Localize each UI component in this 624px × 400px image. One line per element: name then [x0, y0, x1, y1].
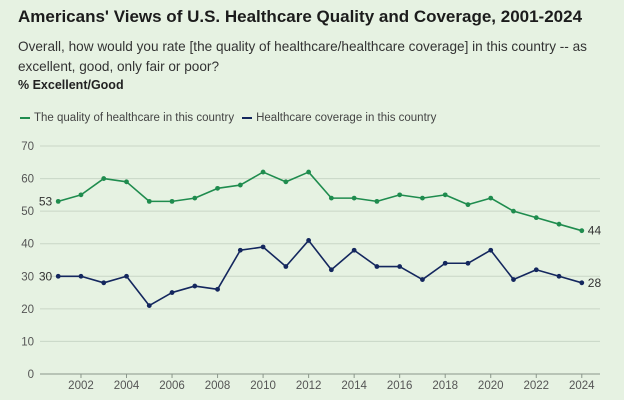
data-point [55, 273, 61, 279]
data-point [374, 198, 380, 204]
x-tick-label: 2016 [387, 380, 413, 392]
y-tick-label: 40 [21, 239, 34, 251]
series-start-label: 53 [39, 194, 53, 208]
series-start-label: 30 [39, 269, 53, 283]
data-point [465, 260, 471, 266]
data-point [511, 277, 516, 282]
x-tick-label: 2010 [250, 380, 276, 392]
series-line-0 [57, 171, 583, 232]
data-point [215, 185, 220, 191]
data-point [556, 273, 562, 279]
y-tick-label: 30 [21, 271, 34, 283]
legend-swatch-quality [20, 117, 30, 119]
data-point [306, 238, 312, 243]
legend-swatch-coverage [242, 117, 253, 119]
x-tick-label: 2018 [432, 380, 458, 392]
data-point [442, 192, 448, 198]
data-point [306, 169, 312, 175]
data-point [533, 215, 539, 221]
y-tick-label: 10 [21, 336, 34, 348]
x-tick-label: 2014 [341, 380, 367, 392]
data-point [169, 290, 175, 295]
y-tick-label: 60 [21, 174, 34, 186]
data-point [556, 221, 562, 227]
x-tick-label: 2006 [159, 380, 185, 392]
legend-label-coverage: Healthcare coverage in this country [256, 112, 437, 124]
x-tick-label: 2004 [114, 380, 140, 392]
data-point [488, 195, 494, 201]
series-line-1 [58, 239, 583, 307]
data-point [55, 198, 61, 204]
y-tick-label: 0 [28, 369, 34, 381]
data-point [260, 169, 266, 175]
chart-subtitle: Overall, how would you rate [the quality… [18, 39, 587, 74]
data-point [351, 247, 357, 253]
y-axis-label: % Excellent/Good [18, 78, 124, 92]
data-point [124, 179, 129, 185]
data-point [192, 283, 198, 289]
y-tick-label: 50 [21, 206, 34, 218]
data-point [78, 192, 84, 198]
data-point [101, 280, 107, 286]
data-point [78, 273, 84, 279]
data-point [579, 280, 585, 286]
x-tick-label: 2024 [569, 380, 595, 392]
x-tick-label: 2012 [296, 380, 322, 392]
data-point [465, 202, 471, 208]
data-point [374, 264, 380, 269]
data-point [488, 247, 494, 253]
data-point [260, 244, 266, 250]
data-point [397, 264, 403, 269]
data-point [533, 267, 539, 273]
y-tick-label: 20 [21, 304, 34, 316]
data-point [328, 195, 334, 201]
data-point [124, 273, 129, 279]
data-point [283, 264, 289, 269]
data-point [351, 195, 357, 201]
series-end-label: 44 [588, 224, 602, 238]
data-point [146, 198, 152, 204]
legend: The quality of healthcare in this countr… [20, 111, 444, 125]
legend-item-quality: The quality of healthcare in this countr… [20, 112, 234, 124]
legend-label-quality: The quality of healthcare in this countr… [34, 112, 235, 124]
data-point [237, 182, 243, 188]
data-point [283, 179, 289, 185]
data-point [579, 228, 585, 234]
data-point [146, 303, 152, 308]
chart-title: Americans' Views of U.S. Healthcare Qual… [18, 7, 583, 26]
data-point [511, 208, 516, 214]
series-end-label: 28 [588, 276, 602, 290]
data-point [420, 195, 425, 201]
data-point [192, 195, 198, 201]
data-point [237, 247, 243, 253]
x-tick-label: 2020 [478, 380, 504, 392]
y-tick-label: 70 [21, 141, 34, 153]
data-point [397, 192, 403, 198]
data-point [442, 260, 448, 266]
data-point [169, 198, 175, 204]
data-point [101, 176, 107, 181]
legend-item-coverage: Healthcare coverage in this country [242, 112, 436, 124]
data-point [328, 267, 334, 273]
data-point [420, 277, 425, 282]
x-tick-label: 2008 [205, 380, 231, 392]
x-tick-label: 2022 [523, 380, 549, 392]
x-tick-label: 2002 [68, 380, 94, 392]
data-point [215, 286, 220, 292]
